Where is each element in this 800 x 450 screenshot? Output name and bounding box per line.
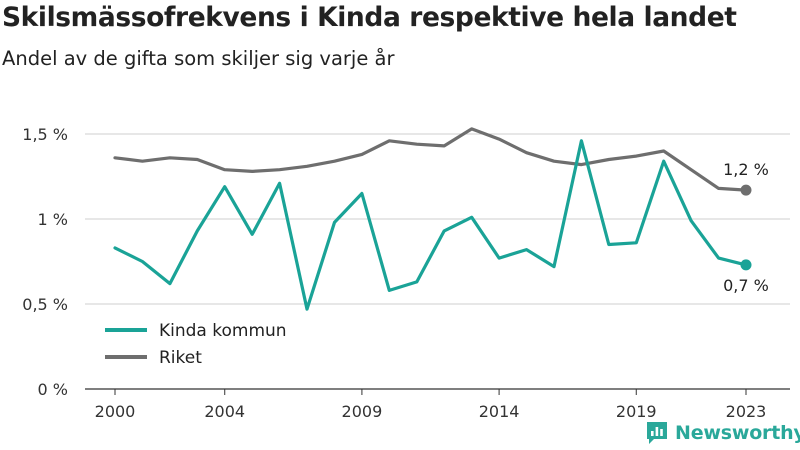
end-label-kinda: 0,7 % [723,276,769,295]
chart-title: Skilsmässofrekvens i Kinda respektive he… [2,2,737,33]
grid-lines [85,133,790,390]
x-tick-label: 2000 [95,402,136,421]
chart-subtitle: Andel av de gifta som skiljer sig varje … [2,47,395,70]
series-lines: 1,2 % 0,7 % [113,127,769,311]
end-point-kinda [740,259,752,271]
x-tick-label: 2004 [204,402,245,421]
legend-label-riket: Riket [159,348,202,368]
brand: Newsworthy [645,420,800,446]
y-tick-label: 1,5 % [22,125,68,144]
legend-label-kinda: Kinda kommun [159,321,287,341]
x-tick-label: 2009 [342,402,383,421]
legend: Kinda kommun Riket [105,321,287,368]
x-tick-label: 2023 [726,402,767,421]
y-tick-label: 0 % [38,380,68,399]
series-line-kinda [113,139,748,311]
x-tick-label: 2014 [479,402,520,421]
brand-name: Newsworthy [675,422,800,444]
newsworthy-logo-icon [647,422,667,444]
y-tick-label: 1 % [38,210,68,229]
y-axis-ticks: 0 % 0,5 % 1 % 1,5 % [22,125,68,399]
end-label-riket: 1,2 % [723,160,769,179]
end-point-riket [740,184,752,196]
x-axis-ticks: 2000 2004 2009 2014 2019 2023 [95,389,767,421]
y-tick-label: 0,5 % [22,295,68,314]
series-line-riket [113,127,748,192]
x-tick-label: 2019 [616,402,657,421]
